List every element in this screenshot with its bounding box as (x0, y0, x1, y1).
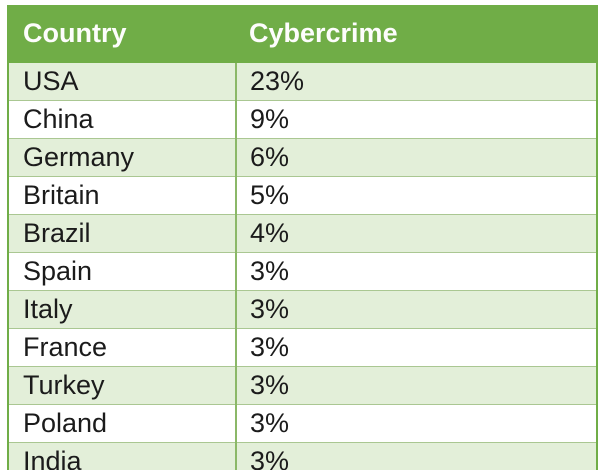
table-row: India 3% (8, 442, 597, 470)
cybercrime-value-cell: 5% (236, 176, 597, 215)
country-cell: Brazil (8, 214, 237, 253)
cybercrime-value-cell: 4% (236, 214, 597, 253)
country-cell: Germany (8, 138, 237, 177)
cybercrime-value-cell: 6% (236, 138, 597, 177)
country-cell: Turkey (8, 366, 237, 405)
cybercrime-value-cell: 3% (236, 290, 597, 329)
country-cell: Poland (8, 404, 237, 443)
country-cell: India (8, 442, 237, 470)
cybercrime-value-cell: 23% (236, 63, 597, 101)
cybercrime-value-cell: 3% (236, 252, 597, 291)
country-cell: Spain (8, 252, 237, 291)
country-cell: China (8, 100, 237, 139)
cybercrime-value-cell: 3% (236, 328, 597, 367)
header-row: Country Cybercrime (8, 5, 597, 63)
cybercrime-value-cell: 3% (236, 442, 597, 470)
country-cell: Britain (8, 176, 237, 215)
cybercrime-by-country-table: Country Cybercrime USA 23% China 9% Germ… (7, 5, 598, 470)
cybercrime-value-cell: 3% (236, 366, 597, 405)
table-row: Britain 5% (8, 176, 597, 215)
table-row: Spain 3% (8, 252, 597, 291)
table-row: Poland 3% (8, 404, 597, 443)
table-row: China 9% (8, 100, 597, 139)
column-header-country: Country (8, 5, 236, 63)
table-row: Brazil 4% (8, 214, 597, 253)
table-row: Italy 3% (8, 290, 597, 329)
country-cell: France (8, 328, 237, 367)
table-row: USA 23% (8, 63, 597, 101)
column-header-cybercrime: Cybercrime (236, 5, 597, 63)
cybercrime-value-cell: 3% (236, 404, 597, 443)
country-cell: Italy (8, 290, 237, 329)
table-row: Turkey 3% (8, 366, 597, 405)
country-cell: USA (8, 63, 237, 101)
cybercrime-value-cell: 9% (236, 100, 597, 139)
table-body: USA 23% China 9% Germany 6% Britain 5% B… (8, 63, 597, 470)
table-row: Germany 6% (8, 138, 597, 177)
table-row: France 3% (8, 328, 597, 367)
